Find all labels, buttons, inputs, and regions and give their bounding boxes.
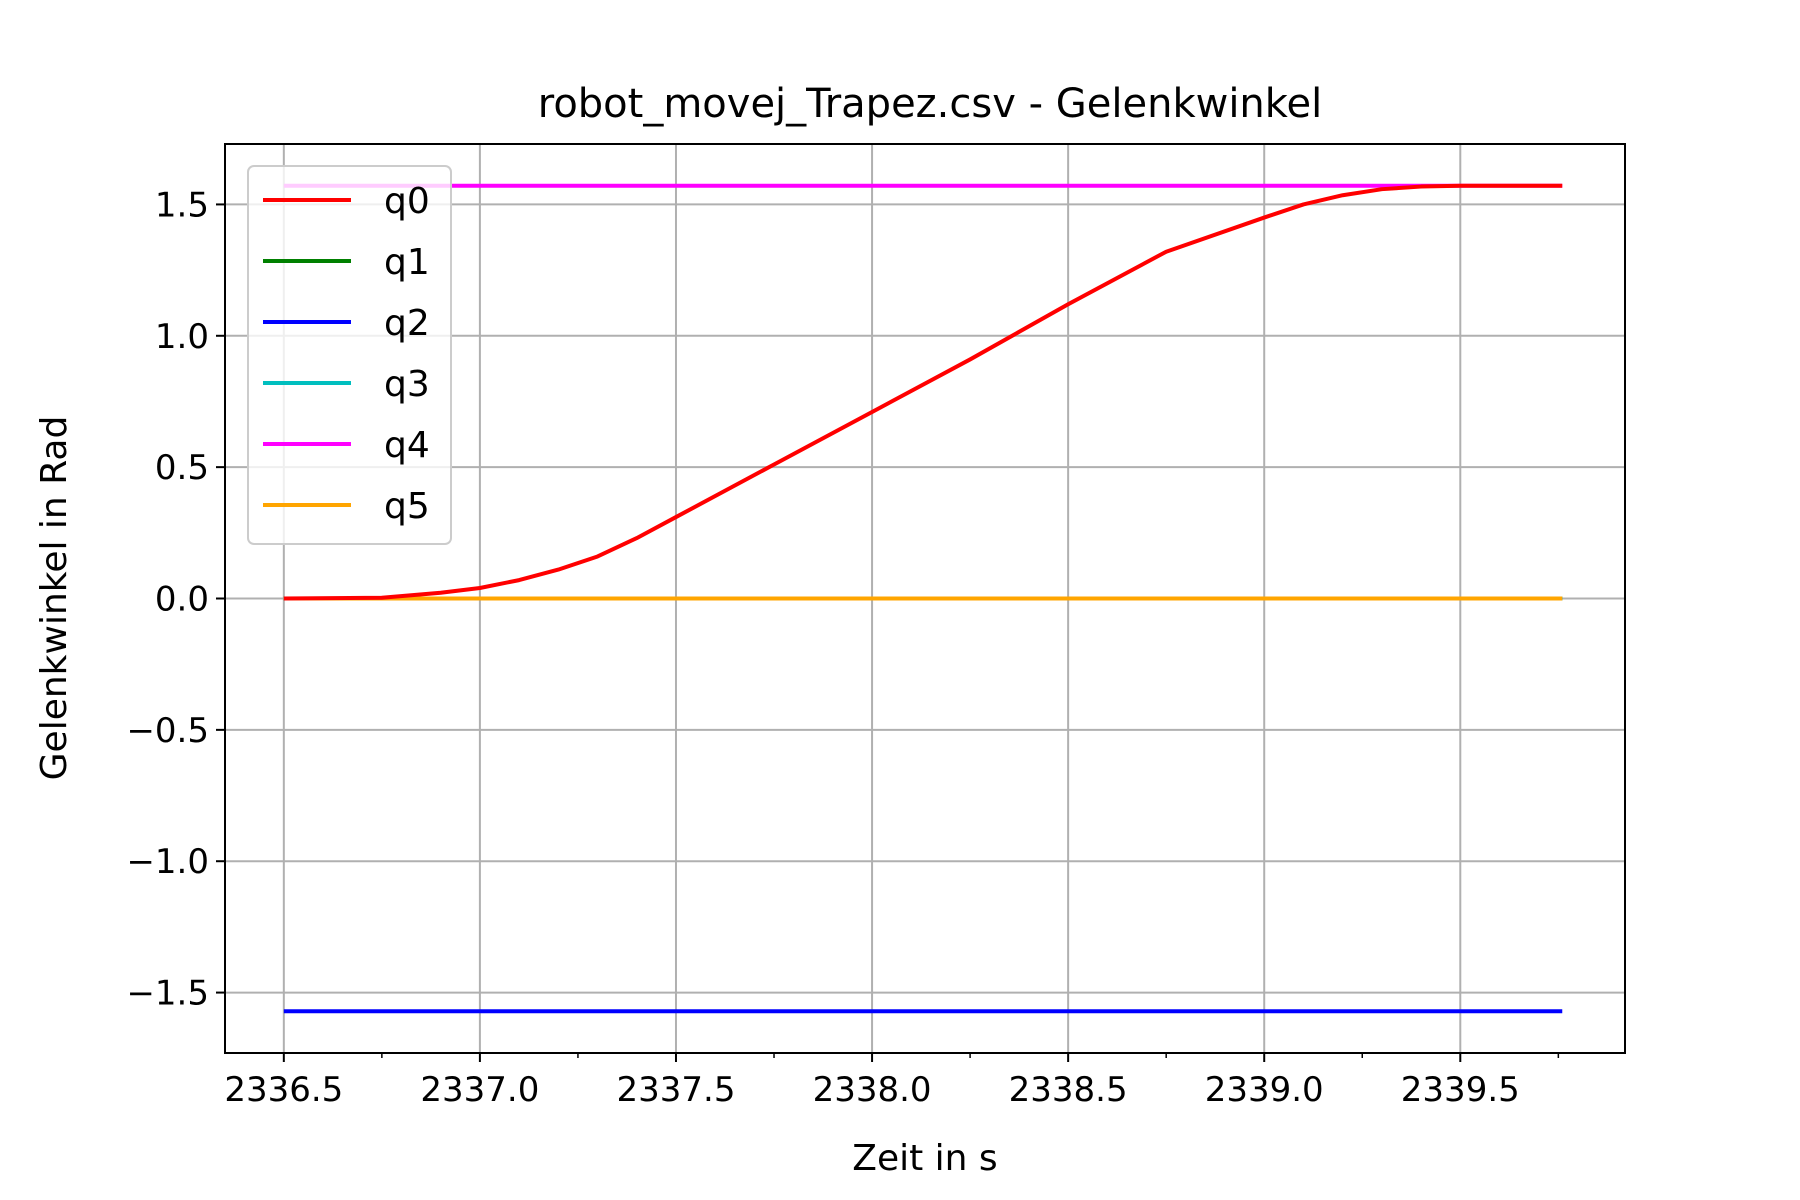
x-tick-label: 2338.5 [1009, 1070, 1128, 1110]
x-tick-label: 2339.0 [1205, 1070, 1324, 1110]
y-tick-label: −1.5 [126, 974, 209, 1014]
legend-label: q3 [384, 364, 430, 405]
x-tick-label: 2339.5 [1401, 1070, 1520, 1110]
legend-item-q0: q0 [263, 181, 430, 222]
y-tick-label: 1.5 [155, 185, 209, 225]
legend-label: q1 [384, 242, 430, 283]
x-axis-label: Zeit in s [852, 1138, 997, 1179]
chart-title: robot_movej_Trapez.csv - Gelenkwinkel [538, 81, 1323, 127]
y-axis-label: Gelenkwinkel in Rad [34, 416, 75, 781]
legend: q0 q1 q2 q3 q4 q5 [247, 165, 452, 545]
y-axis: −1.5 −1.0 −0.5 0.0 0.5 1.0 1.5 [126, 185, 225, 1014]
legend-item-q1: q1 [263, 242, 430, 283]
legend-item-q5: q5 [263, 486, 430, 527]
x-axis: 2336.5 2337.0 2337.5 2338.0 2338.5 2339.0 2339… [224, 1053, 1560, 1110]
y-tick-label: −0.5 [126, 711, 209, 751]
legend-item-q4: q4 [263, 425, 430, 466]
x-tick-label: 2336.5 [224, 1070, 343, 1110]
legend-item-q3: q3 [263, 364, 430, 405]
y-tick-label: 0.5 [155, 448, 209, 488]
legend-label: q4 [384, 425, 430, 466]
y-tick-label: 1.0 [155, 317, 209, 357]
legend-item-q2: q2 [263, 303, 430, 344]
x-tick-label: 2337.5 [616, 1070, 735, 1110]
x-tick-label: 2337.0 [420, 1070, 539, 1110]
legend-label: q2 [384, 303, 430, 344]
legend-label: q0 [384, 181, 430, 222]
series-line-q0 [283, 183, 1563, 601]
x-tick-label: 2338.0 [813, 1070, 932, 1110]
legend-label: q5 [384, 486, 430, 527]
y-tick-label: 0.0 [155, 580, 209, 620]
y-tick-label: −1.0 [126, 842, 209, 882]
plot-lines [283, 183, 1563, 1014]
